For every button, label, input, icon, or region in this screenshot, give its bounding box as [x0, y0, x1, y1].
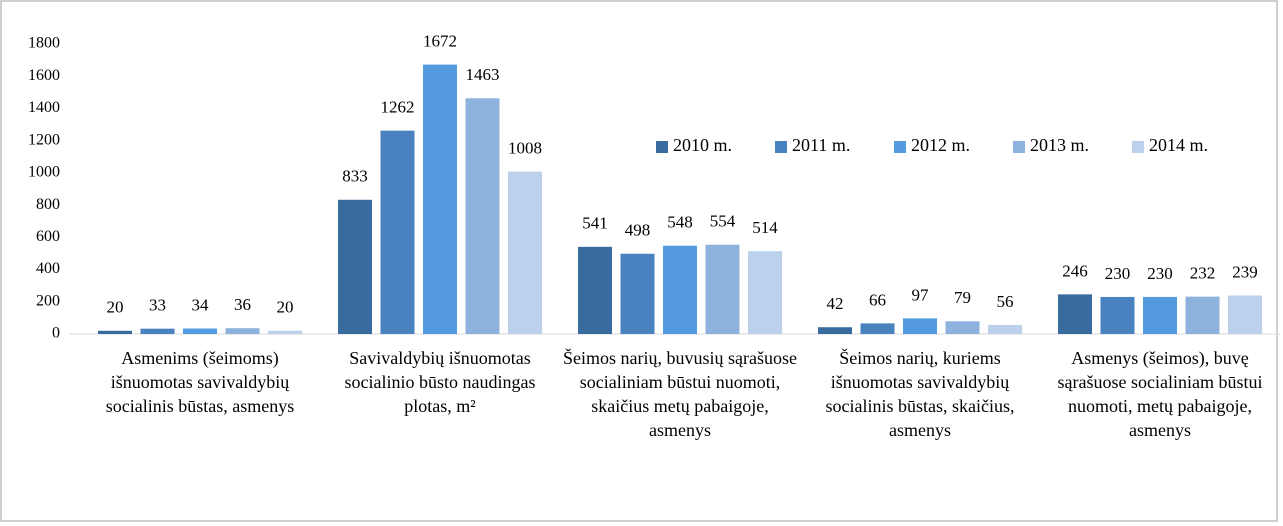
bar [818, 327, 852, 334]
bar [860, 323, 895, 334]
legend-label: 2014 m. [1149, 135, 1208, 155]
data-label: 66 [869, 290, 886, 309]
legend-label: 2012 m. [911, 135, 970, 155]
bar [183, 328, 217, 334]
data-label: 541 [582, 214, 608, 233]
data-label: 246 [1062, 261, 1088, 280]
legend-label: 2013 m. [1030, 135, 1089, 155]
data-label: 20 [277, 298, 294, 317]
bar [1058, 294, 1092, 334]
x-tick-label: Šeimos narių, kuriems išnuomotas savival… [825, 348, 1015, 440]
bar [945, 321, 980, 334]
bar [268, 330, 302, 334]
x-tick-label: Šeimos narių, buvusių sąrašuose socialin… [563, 348, 797, 440]
bar [338, 199, 372, 334]
y-tick-label: 1800 [28, 35, 60, 52]
y-tick-label: 1400 [28, 99, 60, 116]
bar [508, 171, 542, 334]
legend-label: 2011 m. [792, 135, 850, 155]
bar [748, 251, 782, 334]
y-tick-label: 600 [36, 228, 60, 245]
legend-swatch [775, 141, 787, 153]
bar [1185, 296, 1220, 334]
data-label: 1672 [423, 32, 457, 51]
x-tick-label: Savivaldybių išnuomotas socialinio būsto… [344, 348, 536, 416]
data-label: 36 [234, 295, 251, 314]
y-tick-label: 800 [36, 196, 60, 213]
data-label: 230 [1105, 264, 1131, 283]
x-tick-label: Asmenims (šeimoms) išnuomotas savivaldyb… [105, 348, 295, 416]
bar [423, 64, 457, 334]
bar [705, 244, 740, 334]
data-label: 34 [192, 295, 210, 314]
bar [1228, 295, 1262, 334]
data-label: 498 [625, 221, 651, 240]
bar [578, 246, 612, 334]
data-label: 79 [954, 288, 971, 307]
data-label: 230 [1147, 264, 1173, 283]
bar [140, 328, 175, 334]
data-label: 232 [1190, 264, 1216, 283]
data-label: 239 [1232, 262, 1258, 281]
data-label: 56 [997, 292, 1014, 311]
bar [465, 98, 500, 335]
bar [1100, 296, 1135, 334]
legend-swatch [894, 141, 906, 153]
data-label: 42 [827, 294, 844, 313]
data-label: 1463 [466, 65, 500, 84]
y-tick-label: 200 [36, 292, 60, 309]
data-label: 514 [752, 218, 778, 237]
y-tick-label: 0 [52, 325, 60, 342]
y-tick-label: 400 [36, 260, 60, 277]
bar [903, 318, 937, 334]
legend-swatch [1132, 141, 1144, 153]
y-tick-label: 1600 [28, 67, 60, 84]
bar [1143, 296, 1177, 334]
legend-swatch [1013, 141, 1025, 153]
data-label: 1262 [381, 98, 415, 117]
bar [225, 328, 260, 334]
y-tick-label: 1000 [28, 164, 60, 181]
data-label: 554 [710, 212, 736, 231]
data-label: 33 [149, 296, 166, 315]
legend-swatch [656, 141, 668, 153]
data-label: 1008 [508, 139, 542, 158]
bar [98, 330, 132, 334]
data-label: 97 [912, 285, 930, 304]
legend-label: 2010 m. [673, 135, 732, 155]
y-tick-label: 1200 [28, 131, 60, 148]
data-label: 20 [107, 298, 124, 317]
bar [663, 245, 697, 334]
bar [380, 130, 415, 334]
data-label: 833 [342, 167, 368, 186]
bar [988, 324, 1022, 334]
x-tick-label: Asmenys (šeimos), buvę sąrašuose sociali… [1057, 348, 1263, 440]
bar [620, 253, 655, 334]
data-label: 548 [667, 213, 693, 232]
